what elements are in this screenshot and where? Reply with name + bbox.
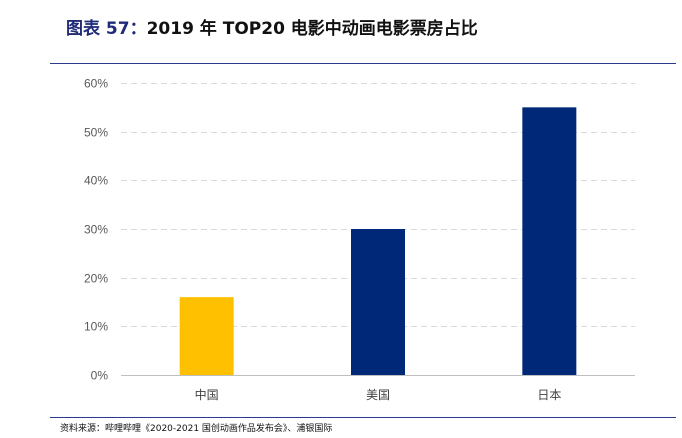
x-category-label: 美国 <box>366 388 390 402</box>
title-text: 2019 年 TOP20 电影中动画电影票房占比 <box>146 19 478 39</box>
bottom-divider <box>50 417 676 418</box>
y-tick-label: 10% <box>84 320 108 334</box>
top-divider <box>50 63 676 64</box>
bar <box>522 107 577 375</box>
y-tick-label: 30% <box>84 223 108 237</box>
bar <box>351 229 405 375</box>
y-tick-label: 0% <box>91 369 109 383</box>
source-note: 资料来源：哔哩哔哩《2020-2021 国创动画作品发布会》、浦银国际 <box>60 424 333 434</box>
y-tick-label: 20% <box>84 272 108 286</box>
x-category-label: 日本 <box>537 388 561 402</box>
chart-title: 图表 57：2019 年 TOP20 电影中动画电影票房占比 <box>66 14 478 39</box>
y-tick-label: 50% <box>84 126 108 140</box>
x-category-label: 中国 <box>195 387 219 402</box>
bar <box>179 297 234 375</box>
y-tick-label: 60% <box>84 77 108 91</box>
figure-label: 图表 57： <box>66 19 147 39</box>
y-tick-label: 40% <box>84 174 108 188</box>
